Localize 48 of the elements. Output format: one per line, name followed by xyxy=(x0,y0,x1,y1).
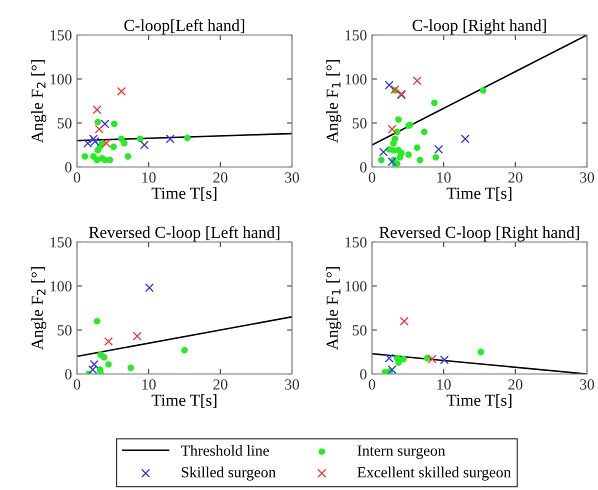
y-axis-title: Angle F$_{1}$ [°] xyxy=(326,267,342,350)
y-tick-label: 100 xyxy=(346,74,367,84)
y-tick-label: 0 xyxy=(65,162,72,172)
x-tick-label: 10 xyxy=(142,379,156,390)
y-axis-title: Angle F$_{2}$ [°] xyxy=(31,267,46,350)
y-tick-label: 100 xyxy=(50,74,72,84)
x-axis-title: Time T[s] xyxy=(446,394,512,408)
x-tick-label: 0 xyxy=(74,379,80,390)
x-tick-label: 20 xyxy=(508,379,522,390)
x-axis-title: Time T[s] xyxy=(446,187,512,201)
legend-label: Threshold line xyxy=(181,445,269,456)
x-tick-label: 20 xyxy=(213,379,228,390)
chart-title: Reversed C-loop [Right hand] xyxy=(379,226,579,242)
y-tick-label: 0 xyxy=(360,162,367,172)
y-axis-title: Angle F$_{2}$ [°] xyxy=(31,60,46,143)
y-tick-label: 50 xyxy=(58,118,72,128)
y-tick-label: 100 xyxy=(50,281,72,292)
y-tick-label: 100 xyxy=(346,281,367,292)
x-tick-label: 30 xyxy=(285,172,300,183)
chart-title: Reversed C-loop [Left hand] xyxy=(88,226,280,242)
legend-label: Intern surgeon xyxy=(358,446,446,459)
y-axis-title: Angle F$_{1}$ [°] xyxy=(326,60,342,143)
x-tick-label: 10 xyxy=(142,172,156,183)
y-tick-label: 150 xyxy=(50,30,72,40)
x-axis-title: Time T[s] xyxy=(152,394,216,408)
chart-title: C-loop[Left hand] xyxy=(124,19,244,34)
x-tick-label: 20 xyxy=(213,172,228,183)
y-tick-label: 150 xyxy=(346,237,367,248)
y-tick-label: 150 xyxy=(346,30,367,40)
y-tick-label: 50 xyxy=(58,325,72,336)
x-tick-label: 10 xyxy=(437,172,451,183)
legend-label: Skilled surgeon xyxy=(182,466,276,481)
chart-title: C-loop [Right hand] xyxy=(412,19,546,34)
y-tick-label: 50 xyxy=(352,118,367,128)
x-tick-label: 10 xyxy=(437,379,451,390)
x-tick-label: 30 xyxy=(580,379,594,390)
y-tick-label: 50 xyxy=(352,325,367,336)
x-tick-label: 20 xyxy=(508,172,522,183)
y-tick-label: 0 xyxy=(65,369,72,380)
legend-label: Excellent skilled surgeon xyxy=(357,466,511,481)
x-tick-label: 30 xyxy=(285,379,300,390)
y-tick-label: 150 xyxy=(50,237,72,248)
x-tick-label: 30 xyxy=(580,172,594,183)
y-tick-label: 0 xyxy=(360,369,367,380)
x-axis-title: Time T[s] xyxy=(152,187,216,201)
x-tick-label: 0 xyxy=(74,172,80,183)
x-tick-label: 0 xyxy=(368,172,376,183)
x-tick-label: 0 xyxy=(368,379,376,390)
